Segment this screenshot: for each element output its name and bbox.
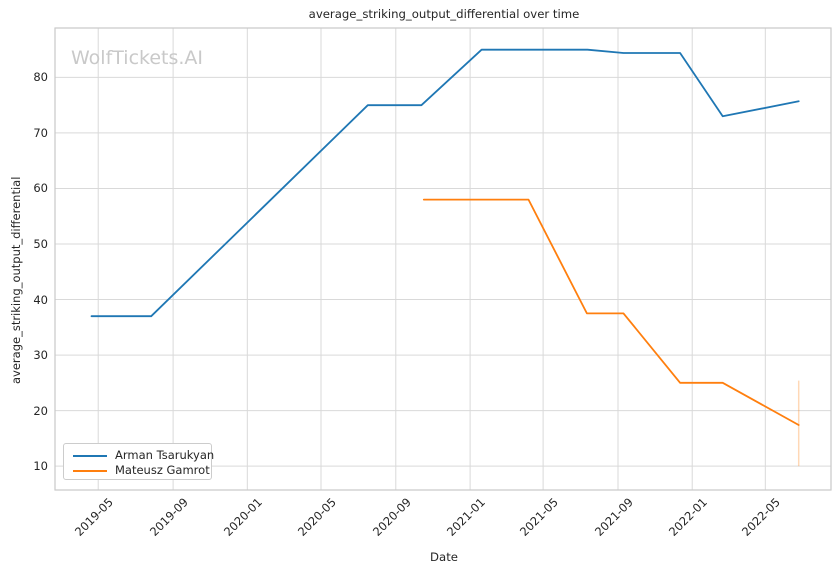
- watermark: WolfTickets.AI: [71, 47, 204, 69]
- y-tick-label: 70: [33, 125, 48, 140]
- legend-swatch-series-0: [73, 454, 107, 457]
- y-tick-label: 50: [33, 237, 48, 251]
- y-tick-label: 40: [33, 292, 48, 307]
- y-tick-label: 30: [33, 348, 48, 363]
- y-tick-label: 60: [33, 181, 48, 196]
- legend-swatch-series-1: [73, 469, 107, 472]
- y-tick-label: 10: [33, 459, 48, 474]
- legend-label-series-1: Mateusz Gamrot: [115, 463, 210, 477]
- legend-item: Arman Tsarukyan: [73, 448, 215, 463]
- line-series-1: [422, 198, 800, 426]
- plot-border: [54, 27, 832, 491]
- legend-label-series-0: Arman Tsarukyan: [115, 448, 215, 462]
- y-tick-label: 80: [33, 70, 48, 85]
- x-axis-label: Date: [430, 550, 458, 564]
- legend: Arman Tsarukyan Mateusz Gamrot: [63, 443, 215, 480]
- legend-item: Mateusz Gamrot: [73, 463, 211, 478]
- line-series-0: [90, 48, 800, 318]
- chart-title: average_striking_output_differential ove…: [308, 7, 580, 21]
- y-tick-label: 20: [33, 403, 48, 418]
